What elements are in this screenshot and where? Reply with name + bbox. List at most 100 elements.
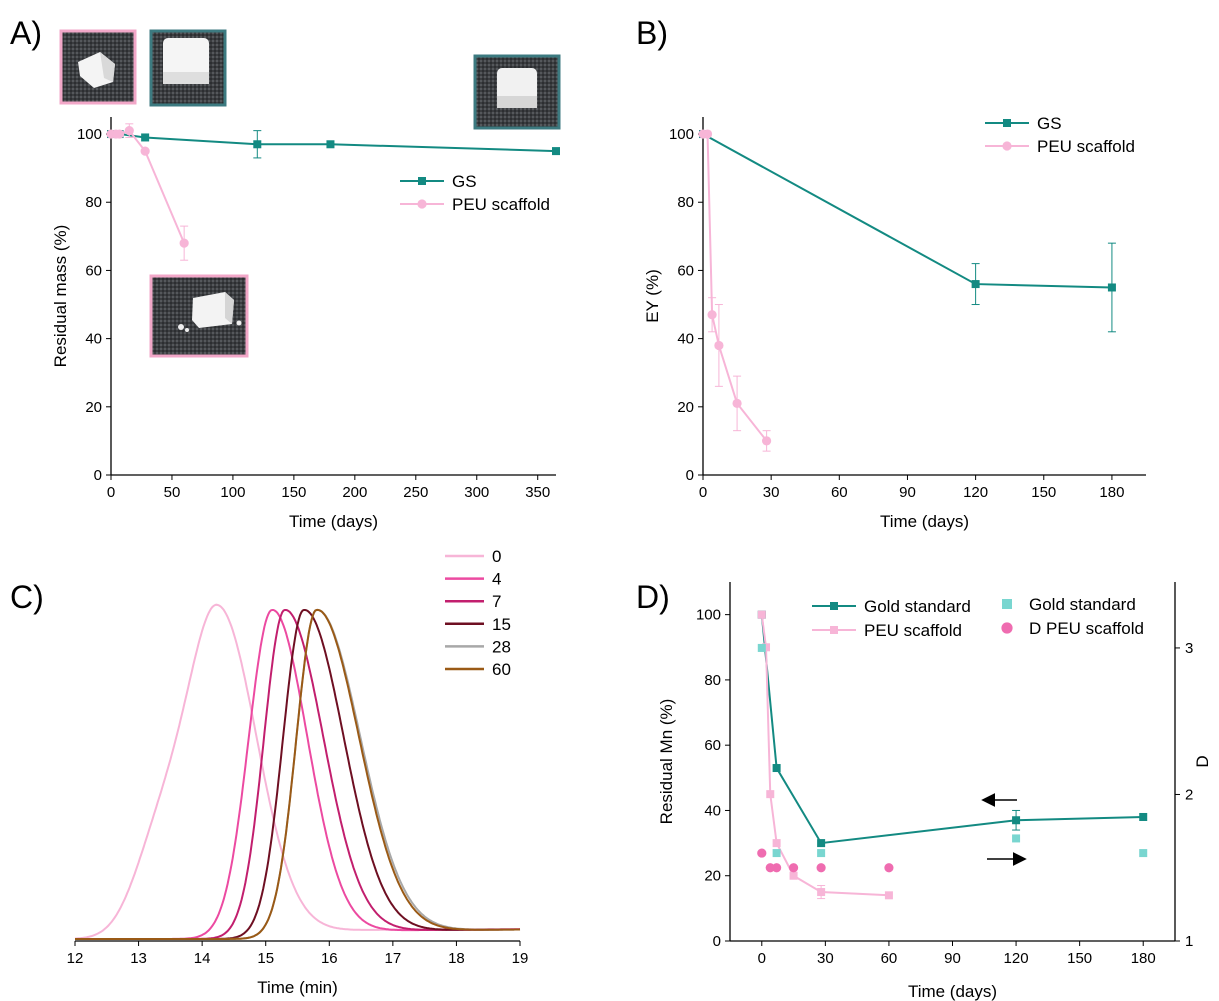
x-tick-label: 250 — [403, 484, 428, 501]
x-tick-label: 90 — [899, 484, 916, 501]
data-point — [702, 129, 713, 139]
trace-28 — [75, 608, 520, 940]
axes-D: 0 30 60 90 120 150 180 0 20 40 60 80 100 Time (days) R… — [657, 582, 1175, 1001]
data-point — [140, 146, 150, 156]
data-point — [816, 863, 826, 873]
x-tick-label: 180 — [1131, 950, 1156, 967]
x-tick-label: 30 — [817, 950, 834, 967]
trace-7 — [75, 609, 520, 940]
y-tick-label: 40 — [677, 331, 694, 348]
series-B-0 — [699, 130, 1116, 333]
photo-cube-peu-before — [59, 29, 137, 105]
legend-label: 7 — [492, 592, 501, 611]
legend-A: GS PEU scaffold — [400, 172, 550, 214]
series-line — [760, 614, 1144, 845]
y-axis-title: EY (%) — [643, 269, 662, 323]
legend-label: 15 — [492, 615, 511, 634]
y-tick-label: 60 — [677, 262, 694, 279]
y-axis-right-title: D — [1193, 755, 1212, 767]
x-tick-label: 15 — [257, 950, 274, 967]
data-point — [418, 177, 426, 185]
data-point — [714, 340, 724, 351]
x-tick-label: 0 — [107, 484, 115, 501]
x-tick-label: 50 — [164, 484, 181, 501]
data-point — [707, 310, 717, 320]
data-point — [762, 643, 771, 652]
axes-A: 0 50 100 150 200 250 300 350 0 20 40 60 80 100 Time (d… — [51, 117, 556, 531]
legend-label: GS — [1037, 114, 1062, 133]
y-tick-label: 40 — [704, 802, 721, 819]
legend-label: 60 — [492, 660, 511, 679]
data-point — [762, 436, 772, 446]
y-tick-label: 0 — [686, 467, 694, 484]
data-point — [417, 199, 427, 209]
data-point — [1107, 283, 1116, 292]
x-tick-label: 120 — [1004, 950, 1029, 967]
trace-line — [75, 608, 520, 940]
data-point — [765, 863, 775, 873]
legend-label: GS — [452, 172, 477, 191]
photo-cube-gs-after — [473, 54, 561, 130]
trace-line — [75, 609, 520, 940]
data-point — [124, 126, 134, 136]
data-point — [789, 871, 798, 880]
trace-60 — [75, 608, 520, 940]
legend-label: Gold standard — [1029, 595, 1136, 614]
y-axis-title: Residual Mn (%) — [657, 699, 676, 825]
axes-C: 12 13 14 15 16 17 18 19 Time (min) — [67, 940, 529, 997]
legend-label: D PEU scaffold — [1029, 619, 1144, 638]
panel-label-b: B) — [636, 15, 668, 51]
data-point — [1012, 834, 1021, 843]
legend-label: 0 — [492, 547, 501, 566]
panel-label-a: A) — [10, 15, 42, 51]
data-point — [830, 626, 838, 634]
data-point — [772, 764, 781, 773]
x-tick-label: 150 — [1067, 950, 1092, 967]
y-tick-label: 100 — [669, 126, 694, 143]
data-point — [766, 790, 775, 799]
x-tick-label: 30 — [763, 484, 780, 501]
trace-line — [74, 603, 520, 940]
x-tick-label: 19 — [512, 950, 529, 967]
data-point — [1003, 119, 1011, 127]
x-tick-label: 200 — [342, 484, 367, 501]
x-tick-label: 16 — [321, 950, 338, 967]
data-point — [141, 133, 150, 142]
series-A-0 — [107, 130, 560, 159]
data-point — [772, 839, 781, 848]
data-point — [772, 849, 781, 858]
trace-15 — [75, 609, 521, 940]
data-point — [884, 863, 894, 873]
data-point — [114, 129, 125, 139]
x-tick-label: 300 — [464, 484, 489, 501]
series-D-2 — [757, 643, 1148, 858]
series-D-0 — [757, 610, 1148, 848]
data-point — [253, 140, 262, 149]
data-point — [1139, 849, 1148, 858]
trace-line — [75, 608, 520, 940]
data-point — [326, 140, 335, 149]
data-point — [971, 280, 980, 289]
y-right-tick-label: 1 — [1185, 933, 1193, 950]
y-tick-label: 40 — [85, 331, 102, 348]
legend-label: PEU scaffold — [452, 195, 550, 214]
x-tick-label: 18 — [448, 950, 465, 967]
legend-label: Gold standard — [864, 597, 971, 616]
x-tick-label: 12 — [67, 950, 84, 967]
x-tick-label: 150 — [1031, 484, 1056, 501]
x-tick-label: 13 — [130, 950, 147, 967]
y-right-tick-label: 2 — [1185, 786, 1193, 803]
data-point — [817, 849, 826, 858]
series-line — [760, 614, 889, 897]
y-tick-label: 80 — [85, 194, 102, 211]
data-point — [772, 863, 782, 873]
data-point — [788, 863, 799, 873]
data-point — [179, 238, 189, 248]
y-tick-label: 0 — [94, 467, 102, 484]
y-tick-label: 60 — [85, 262, 102, 279]
legend-label: PEU scaffold — [864, 621, 962, 640]
x-tick-label: 350 — [525, 484, 550, 501]
axes-B: 0 30 60 90 120 150 180 0 20 40 60 80 100 Time (days) E… — [643, 117, 1146, 531]
data-point — [1139, 812, 1148, 821]
